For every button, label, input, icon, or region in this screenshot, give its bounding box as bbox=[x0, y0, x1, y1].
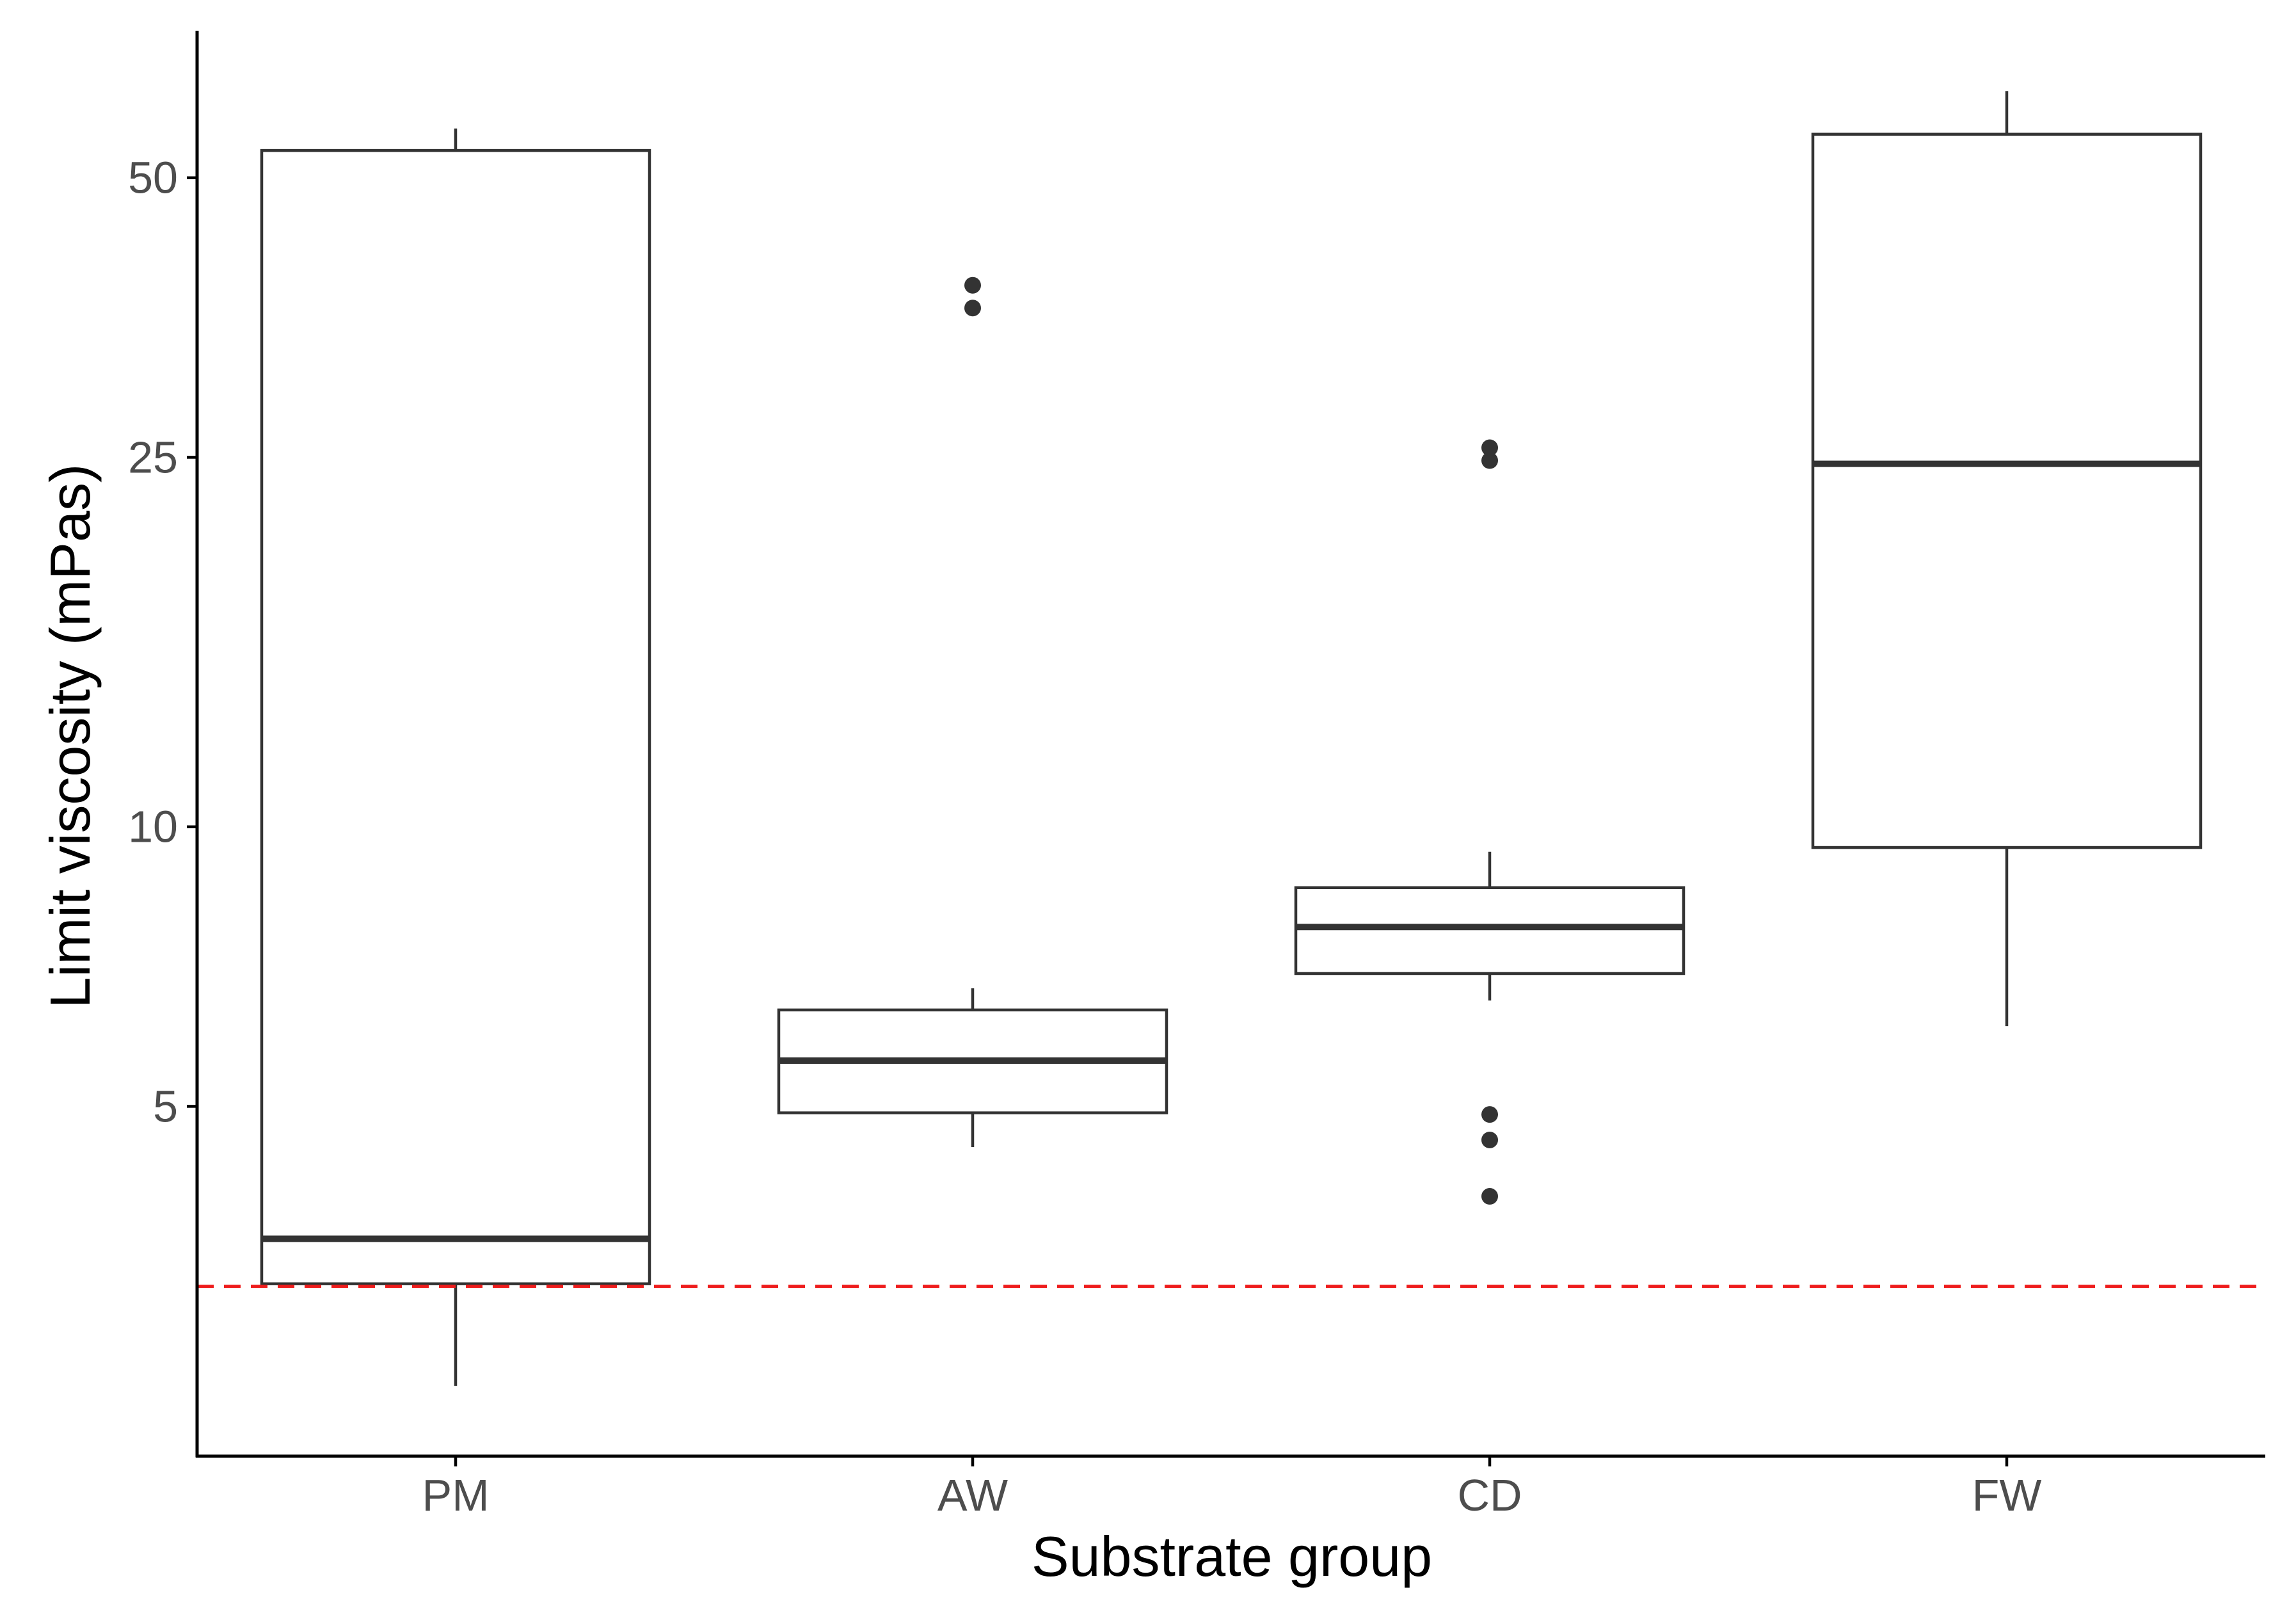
x-tick-label-aw: AW bbox=[937, 1470, 1008, 1520]
x-tick-label-cd: CD bbox=[1457, 1470, 1522, 1520]
labels-layer: Substrate group Limit viscosity (mPas) 5… bbox=[38, 153, 2041, 1588]
outlier-point-cd-2 bbox=[1481, 1106, 1498, 1123]
x-tick-label-fw: FW bbox=[1972, 1470, 2042, 1520]
y-axis-title: Limit viscosity (mPas) bbox=[38, 464, 102, 1009]
box-cd bbox=[1294, 886, 1686, 975]
outlier-point-aw-1 bbox=[964, 277, 981, 294]
outlier-point-cd-3 bbox=[1481, 452, 1498, 469]
outlier-point-aw-0 bbox=[964, 300, 981, 317]
boxes-layer bbox=[260, 91, 2203, 1386]
box-group-aw bbox=[777, 277, 1168, 1148]
outlier-point-cd-0 bbox=[1481, 1188, 1498, 1205]
axes-layer bbox=[187, 31, 2265, 1466]
y-tick-label-1: 10 bbox=[128, 802, 178, 852]
box-group-fw bbox=[1811, 91, 2203, 1027]
outlier-point-cd-1 bbox=[1481, 1131, 1498, 1148]
y-tick-label-0: 5 bbox=[153, 1081, 178, 1131]
x-tick-label-pm: PM bbox=[422, 1470, 490, 1520]
outlier-point-cd-4 bbox=[1481, 439, 1498, 456]
box-group-cd bbox=[1294, 439, 1686, 1205]
box-fw bbox=[1811, 132, 2203, 849]
y-tick-label-3: 50 bbox=[128, 153, 178, 203]
y-tick-label-2: 25 bbox=[128, 432, 178, 482]
box-pm bbox=[260, 148, 651, 1285]
box-group-pm bbox=[260, 128, 651, 1386]
x-axis-title: Substrate group bbox=[1032, 1525, 1432, 1588]
